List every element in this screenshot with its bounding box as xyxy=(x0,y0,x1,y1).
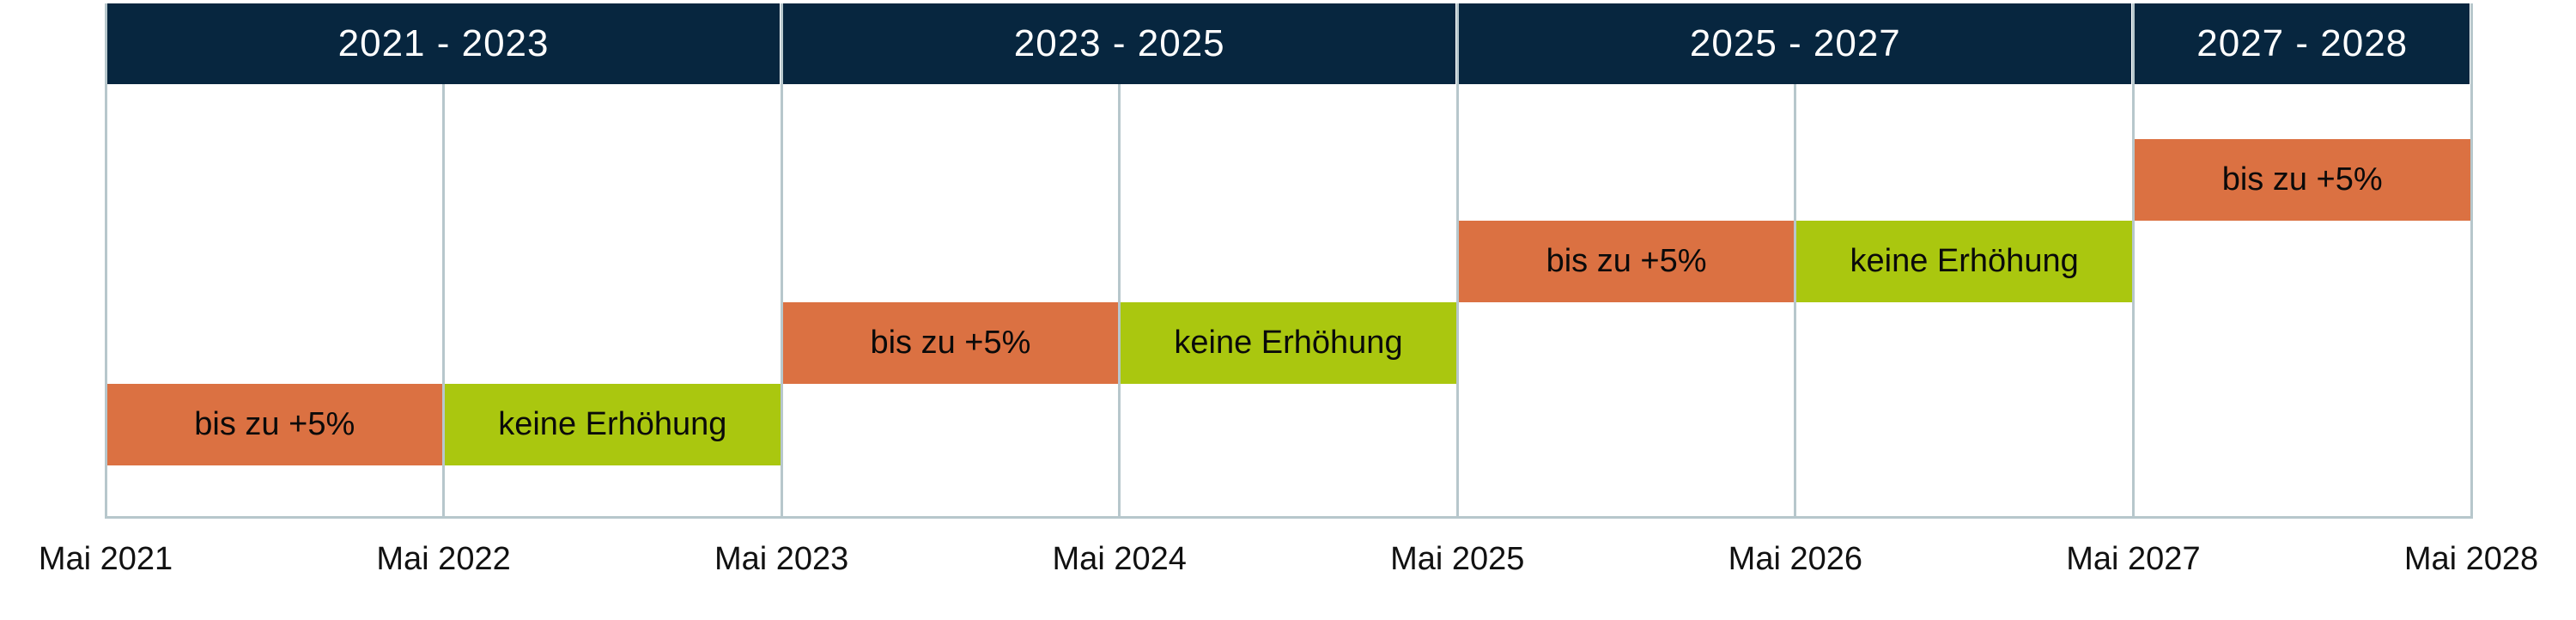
year-gridline xyxy=(2131,3,2135,519)
x-axis-tick-label: Mai 2022 xyxy=(376,541,511,577)
period-header-block: 2027 - 2028 xyxy=(2135,3,2470,84)
rent-segment-bar-increase: bis zu +5% xyxy=(106,384,444,465)
period-header-label: 2027 - 2028 xyxy=(2196,22,2409,64)
year-gridline xyxy=(104,3,107,519)
x-axis-tick-label: Mai 2026 xyxy=(1728,541,1862,577)
rent-segment-bar-no-increase: keine Erhöhung xyxy=(443,384,782,465)
x-axis-tick-label: Mai 2025 xyxy=(1390,541,1525,577)
x-axis-tick-label: Mai 2028 xyxy=(2403,541,2539,577)
year-gridline xyxy=(1794,3,1797,519)
rent-segment-bar-increase: bis zu +5% xyxy=(1457,221,1795,302)
period-header-label: 2021 - 2023 xyxy=(337,22,550,64)
rent-segment-bar-increase: bis zu +5% xyxy=(2133,139,2471,221)
x-axis-tick-label: Mai 2023 xyxy=(714,541,849,577)
period-header-label: 2023 - 2025 xyxy=(1013,22,1225,64)
year-gridline xyxy=(1455,3,1459,519)
period-header-block: 2021 - 2023 xyxy=(107,3,781,84)
period-header-block: 2023 - 2025 xyxy=(783,3,1456,84)
plot-bottom-border xyxy=(106,516,2471,519)
year-gridline xyxy=(1118,3,1121,519)
x-axis-tick-label: Mai 2021 xyxy=(38,541,173,577)
period-header-block: 2025 - 2027 xyxy=(1459,3,2132,84)
x-axis-tick-label: Mai 2027 xyxy=(2066,541,2201,577)
year-gridline xyxy=(442,3,446,519)
x-axis-tick-label: Mai 2024 xyxy=(1052,541,1187,577)
rent-segment-bar-no-increase: keine Erhöhung xyxy=(1795,221,2134,302)
year-gridline xyxy=(780,3,783,519)
year-gridline xyxy=(2470,3,2473,519)
rent-segment-bar-no-increase: keine Erhöhung xyxy=(1119,302,1458,384)
period-header-label: 2025 - 2027 xyxy=(1689,22,1901,64)
rent-segment-bar-increase: bis zu +5% xyxy=(781,302,1120,384)
